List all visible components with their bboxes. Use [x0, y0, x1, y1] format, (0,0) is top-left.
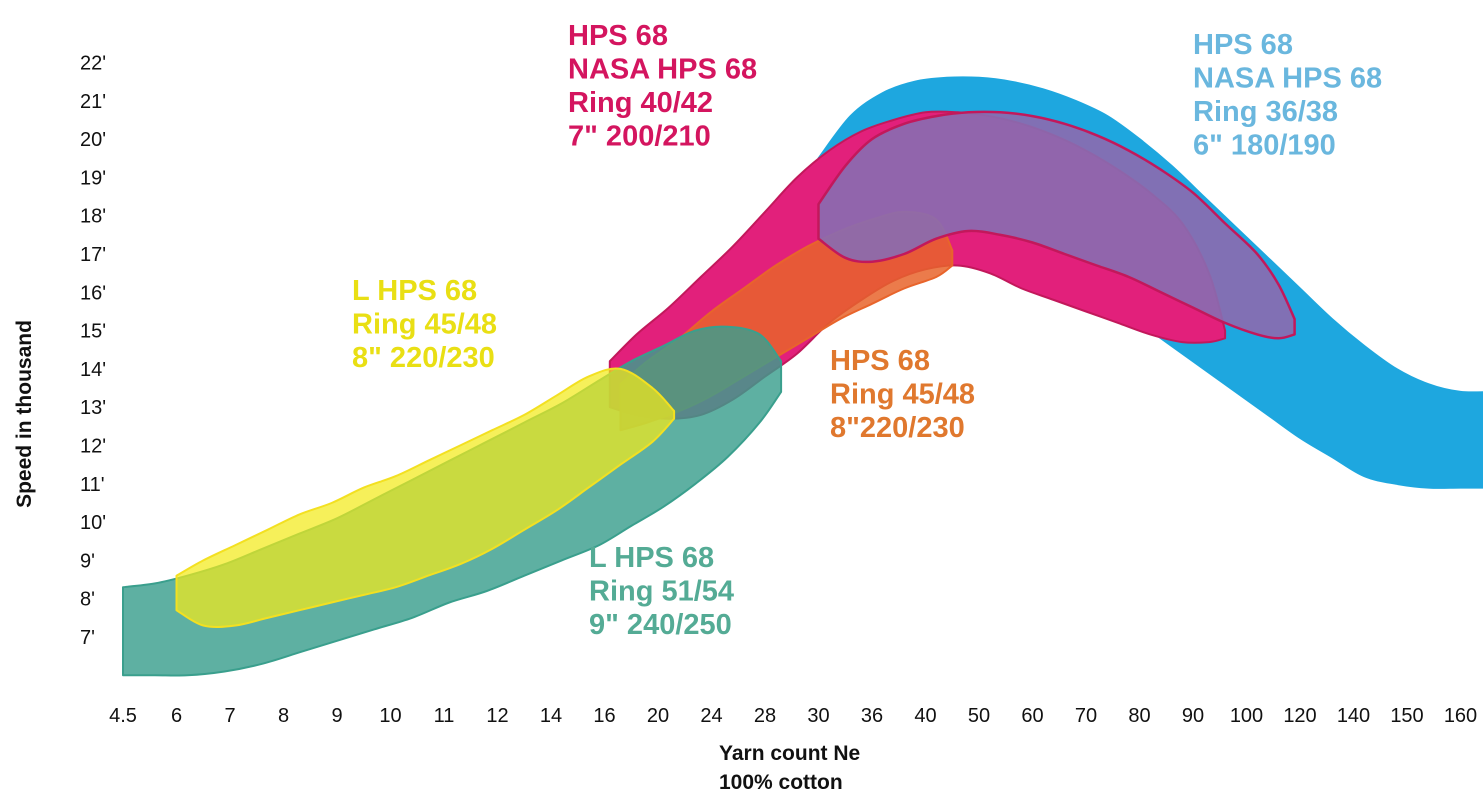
annotation-magenta-line: HPS 68	[568, 20, 668, 52]
y-tick-label: 8'	[80, 589, 95, 611]
x-tick-label: 40	[914, 705, 936, 727]
x-tick-label: 36	[861, 705, 883, 727]
x-axis-title: Yarn count Ne	[719, 742, 860, 765]
y-tick-label: 22'	[80, 53, 106, 75]
x-tick-label: 11	[434, 705, 455, 727]
annotation-orange-line: Ring 45/48	[830, 379, 975, 411]
band-purple	[817, 110, 1296, 340]
annotation-yellow-line: 8" 220/230	[352, 342, 495, 374]
y-tick-label: 7'	[80, 627, 95, 649]
bands-layer	[122, 76, 1483, 677]
x-tick-label: 30	[807, 705, 829, 727]
x-tick-label: 8	[278, 705, 289, 727]
x-tick-label: 50	[968, 705, 990, 727]
x-tick-label: 16	[593, 705, 615, 727]
x-tick-label: 80	[1128, 705, 1150, 727]
annotation-orange-line: 8"220/230	[830, 412, 965, 444]
annotation-teal-line: Ring 51/54	[589, 576, 734, 608]
annotation-yellow-line: Ring 45/48	[352, 309, 497, 341]
y-tick-label: 10'	[80, 512, 106, 534]
annotation-teal-line: 9" 240/250	[589, 609, 732, 641]
y-tick-label: 12'	[80, 436, 106, 458]
y-tick-label: 9'	[80, 550, 95, 572]
y-tick-label: 11'	[80, 474, 105, 496]
annotation-magenta-line: Ring 40/42	[568, 87, 713, 119]
y-tick-label: 19'	[80, 167, 106, 189]
annotation-orange-line: HPS 68	[830, 345, 930, 377]
annotation-magenta-line: 7" 200/210	[568, 121, 711, 153]
band-yellow	[175, 367, 676, 628]
y-tick-label: 15'	[80, 321, 106, 343]
x-tick-label: 100	[1230, 705, 1263, 727]
annotation-yellow-line: L HPS 68	[352, 275, 477, 307]
x-tick-label: 28	[754, 705, 776, 727]
annotation-blue-line: Ring 36/38	[1193, 96, 1338, 128]
x-axis-subtitle: 100% cotton	[719, 771, 843, 794]
y-tick-label: 16'	[80, 282, 106, 304]
y-tick-label: 17'	[80, 244, 106, 266]
y-tick-label: 18'	[80, 206, 106, 228]
x-tick-label: 9	[331, 705, 342, 727]
x-tick-label: 140	[1337, 705, 1370, 727]
y-axis: 7' 8' 9' 10' 11' 12' 13' 14' 15' 16' 17' 18' 19' 20' 2…	[80, 53, 106, 650]
y-tick-label: 14'	[80, 359, 106, 381]
y-tick-label: 13'	[80, 397, 106, 419]
annotation-blue-line: HPS 68	[1193, 29, 1293, 61]
x-tick-label: 120	[1283, 705, 1316, 727]
x-tick-label: 12	[486, 705, 508, 727]
annotation-magenta-line: NASA HPS 68	[568, 54, 757, 86]
annotation-teal-line: L HPS 68	[589, 542, 714, 574]
x-tick-label: 150	[1390, 705, 1423, 727]
x-tick-label: 7	[224, 705, 235, 727]
x-tick-label: 60	[1021, 705, 1043, 727]
x-tick-label: 4.5	[109, 705, 137, 727]
annotation-blue-line: NASA HPS 68	[1193, 63, 1382, 95]
x-tick-label: 90	[1182, 705, 1204, 727]
y-tick-label: 21'	[80, 91, 106, 113]
y-axis-title: Speed in thousand	[13, 320, 36, 508]
x-tick-label: 10	[379, 705, 401, 727]
annotation-blue-line: 6" 180/190	[1193, 130, 1336, 162]
y-tick-label: 20'	[80, 129, 106, 151]
x-tick-label: 70	[1075, 705, 1097, 727]
x-axis: 4.5 6 7 8 9 10 11 12 14 16 20 24 28 30 36 40 50 60 70 80 90 1…	[109, 705, 1477, 727]
x-tick-label: 160	[1444, 705, 1477, 727]
x-tick-label: 24	[700, 705, 722, 727]
x-tick-label: 20	[647, 705, 669, 727]
x-tick-label: 14	[540, 705, 562, 727]
x-tick-label: 6	[171, 705, 182, 727]
